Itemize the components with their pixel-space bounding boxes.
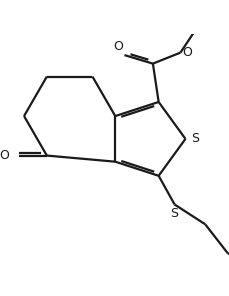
Text: O: O	[0, 149, 9, 162]
Text: S: S	[191, 132, 199, 145]
Text: S: S	[170, 207, 178, 220]
Text: O: O	[112, 40, 122, 53]
Text: O: O	[181, 46, 191, 59]
